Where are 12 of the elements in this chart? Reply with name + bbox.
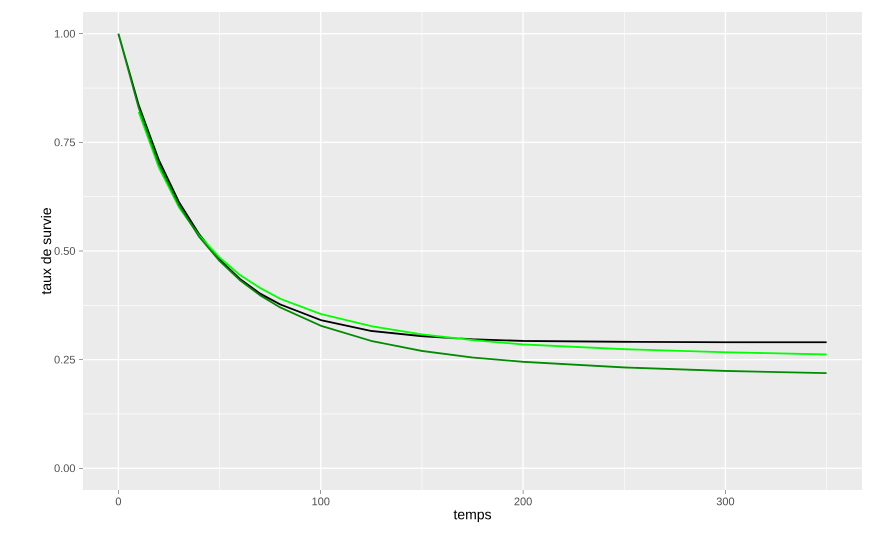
x-axis-title: temps — [454, 510, 492, 522]
x-tick-label: 0 — [116, 498, 122, 506]
y-tick-label: 0.25 — [54, 356, 75, 364]
y-tick-label: 0.00 — [54, 464, 76, 472]
x-tick-label: 200 — [514, 498, 532, 506]
x-tick-label: 100 — [312, 498, 330, 506]
line-series — [138, 111, 828, 356]
y-tick-label: 0.75 — [54, 138, 75, 146]
y-tick-label: 1.00 — [54, 30, 76, 38]
y-axis-title: taux de survie — [40, 208, 52, 294]
x-tick-label: 300 — [716, 498, 734, 506]
y-tick-label: 0.50 — [54, 247, 76, 255]
